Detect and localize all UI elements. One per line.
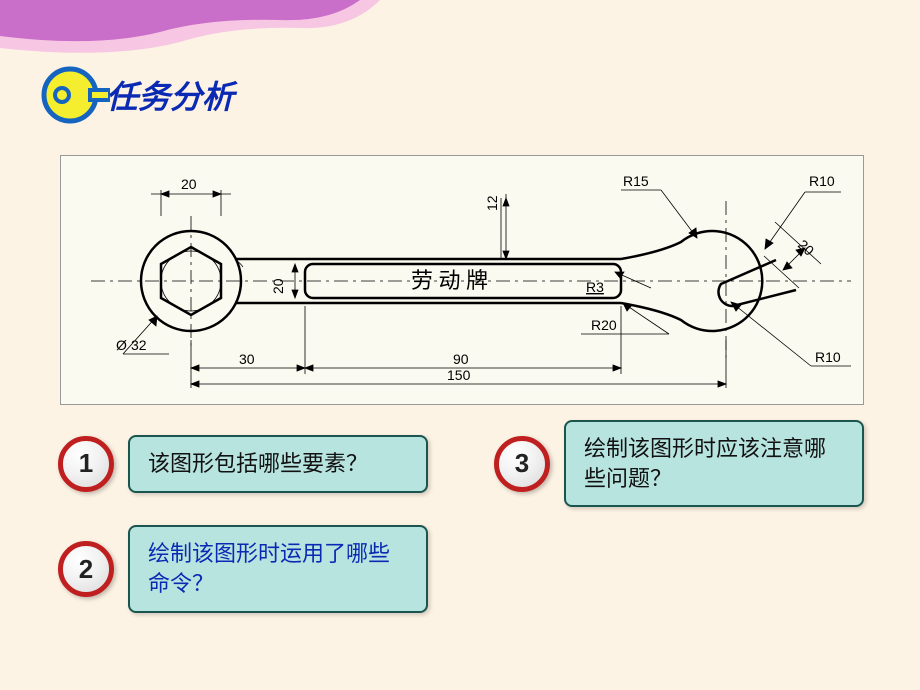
- svg-text:32: 32: [131, 337, 147, 353]
- question-list: 1 该图形包括哪些要素？ 3 绘制该图形时应该注意哪些问题？ 2 绘制该图形时运…: [58, 420, 878, 631]
- question-badge: 2: [58, 541, 114, 597]
- svg-text:90: 90: [453, 351, 469, 367]
- question-badge: 3: [494, 436, 550, 492]
- slot-label: 劳 动 牌: [411, 268, 488, 293]
- svg-text:20: 20: [795, 236, 817, 258]
- svg-text:150: 150: [447, 367, 471, 383]
- section-title-text: 任务分析: [106, 72, 234, 118]
- question-text: 绘制该图形时应该注意哪些问题？: [564, 420, 864, 507]
- svg-text:20: 20: [270, 278, 286, 294]
- question-text: 绘制该图形时运用了哪些命令？: [128, 525, 428, 612]
- svg-text:R15: R15: [623, 173, 649, 189]
- svg-text:30: 30: [239, 351, 255, 367]
- svg-text:R10: R10: [815, 349, 841, 365]
- label-slot: 劳 动 牌: [305, 264, 621, 298]
- question-2: 2 绘制该图形时运用了哪些命令？: [58, 525, 428, 612]
- svg-text:R3: R3: [586, 279, 604, 295]
- key-icon: [40, 60, 110, 130]
- svg-text:R20: R20: [591, 317, 617, 333]
- section-heading: 任务分析: [40, 60, 234, 130]
- svg-text:12: 12: [484, 195, 500, 211]
- wrench-engineering-drawing: 劳 动 牌 20 12: [60, 155, 864, 405]
- question-3: 3 绘制该图形时应该注意哪些问题？: [494, 420, 864, 507]
- question-badge: 1: [58, 436, 114, 492]
- question-1: 1 该图形包括哪些要素？: [58, 420, 428, 507]
- svg-text:R10: R10: [809, 173, 835, 189]
- svg-text:Ø: Ø: [116, 337, 127, 353]
- question-text: 该图形包括哪些要素？: [128, 435, 428, 493]
- svg-text:20: 20: [181, 176, 197, 192]
